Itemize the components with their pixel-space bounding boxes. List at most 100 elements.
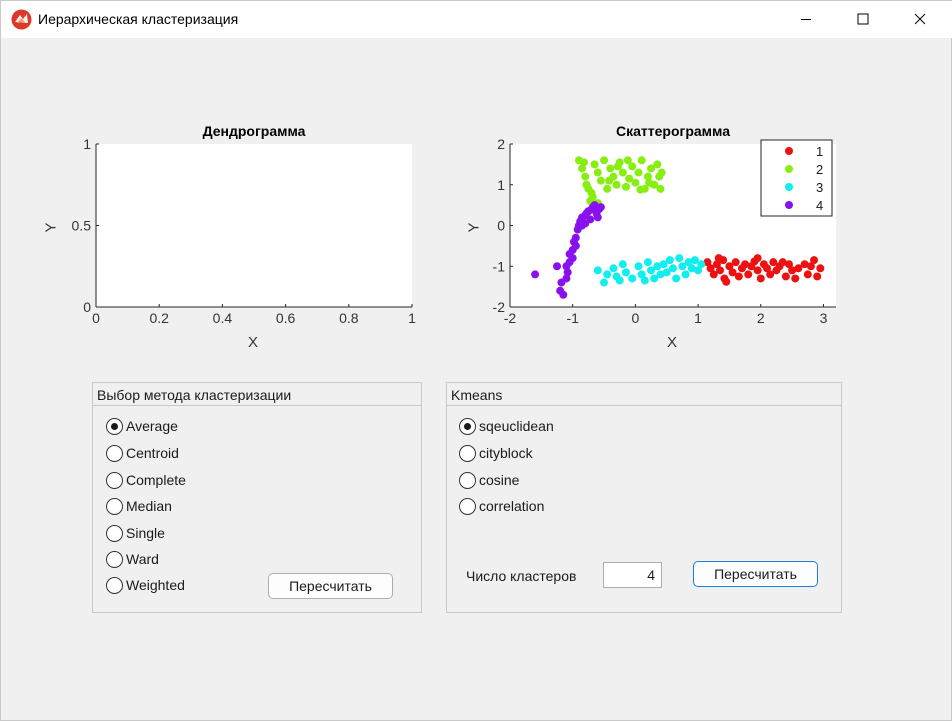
x-tick-label: 1 <box>408 310 416 326</box>
scatter-point-cluster-1 <box>716 266 725 275</box>
method-recalculate-button[interactable]: Пересчитать <box>268 573 393 599</box>
y-tick-label: 0.5 <box>72 218 92 234</box>
kmeans-recalculate-button[interactable]: Пересчитать <box>693 561 818 587</box>
x-tick-label: 0 <box>92 310 100 326</box>
scatter-point-cluster-1 <box>781 272 790 281</box>
scatter-point-cluster-2 <box>600 156 609 165</box>
y-tick-label: 1 <box>497 177 505 193</box>
scatter-point-cluster-1 <box>763 264 772 273</box>
dendrogram-ylabel: Y <box>42 222 60 233</box>
scatter-point-cluster-2 <box>634 168 643 177</box>
radio-cosine[interactable]: cosine <box>459 469 519 491</box>
scatter-point-cluster-4 <box>563 268 572 277</box>
scatter-point-cluster-2 <box>581 172 590 181</box>
minimize-icon <box>801 19 811 20</box>
scatter-point-cluster-1 <box>756 274 765 283</box>
clusters-count-label: Число кластеров <box>466 568 577 584</box>
scatter-xlabel: X <box>667 334 678 351</box>
radio-indicator[interactable] <box>459 444 476 462</box>
scatter-point-cluster-4 <box>571 241 580 250</box>
radio-centroid[interactable]: Centroid <box>106 442 179 464</box>
scatter-point-cluster-1 <box>806 262 815 271</box>
scatter-point-cluster-1 <box>706 264 715 273</box>
x-tick-label: 0.6 <box>276 310 296 326</box>
scatter-point-cluster-3 <box>681 270 690 279</box>
scatter-point-cluster-3 <box>659 260 668 269</box>
scatter-point-cluster-1 <box>731 258 740 267</box>
legend-label: 2 <box>816 162 823 177</box>
radio-indicator[interactable] <box>106 417 123 435</box>
scatter-point-cluster-3 <box>665 256 674 265</box>
radio-indicator[interactable] <box>106 471 123 489</box>
radio-correlation[interactable]: correlation <box>459 495 544 517</box>
radio-indicator[interactable] <box>459 471 476 489</box>
radio-weighted[interactable]: Weighted <box>106 574 185 596</box>
scatter-point-cluster-3 <box>600 278 609 287</box>
scatter-point-cluster-2 <box>590 160 599 169</box>
dendrogram-title: Дендрограмма <box>202 123 306 139</box>
radio-indicator[interactable] <box>459 497 476 515</box>
scatter-point-cluster-2 <box>596 176 605 185</box>
title-bar: Иерархическая кластеризация <box>1 1 952 38</box>
scatter-point-cluster-3 <box>618 260 627 269</box>
scatter-point-cluster-3 <box>653 262 662 271</box>
scatter-point-cluster-2 <box>605 176 614 185</box>
radio-ward[interactable]: Ward <box>106 548 159 570</box>
radio-indicator[interactable] <box>106 524 123 542</box>
kmeans-panel-title: Kmeans <box>447 383 841 406</box>
radio-average[interactable]: Average <box>106 415 178 437</box>
close-icon <box>914 13 926 25</box>
scatter-point-cluster-3 <box>647 266 656 275</box>
clustering-method-panel-title: Выбор метода кластеризации <box>93 383 421 406</box>
scatter-point-cluster-2 <box>579 158 588 167</box>
scatter-point-cluster-3 <box>684 258 693 267</box>
x-tick-label: 0 <box>631 310 639 326</box>
radio-indicator[interactable] <box>106 550 123 568</box>
clusters-count-input[interactable] <box>603 562 662 588</box>
maximize-button[interactable] <box>840 1 886 37</box>
legend-label: 4 <box>816 198 823 213</box>
scatter-point-cluster-3 <box>678 262 687 271</box>
scatter-axes: -2 -1 0 1 2 3 -2 -1 0 1 2 1 2 3 4 <box>493 136 836 326</box>
x-tick-label: -1 <box>566 310 579 326</box>
scatter-point-cluster-3 <box>650 274 659 283</box>
minimize-button[interactable] <box>783 1 829 37</box>
x-tick-label: 0.4 <box>213 310 233 326</box>
scatter-point-cluster-2 <box>628 162 637 171</box>
scatter-point-cluster-1 <box>728 268 737 277</box>
scatter-point-cluster-1 <box>753 254 762 263</box>
radio-indicator[interactable] <box>106 576 123 594</box>
radio-sqeuclidean[interactable]: sqeuclidean <box>459 415 554 437</box>
radio-median[interactable]: Median <box>106 495 172 517</box>
radio-label: sqeuclidean <box>479 418 554 434</box>
y-tick-label: -2 <box>493 299 506 315</box>
radio-label: Weighted <box>126 577 185 593</box>
radio-indicator[interactable] <box>459 417 476 435</box>
radio-cityblock[interactable]: cityblock <box>459 442 533 464</box>
x-tick-label: 1 <box>694 310 702 326</box>
x-tick-label: 2 <box>757 310 765 326</box>
scatter-point-cluster-3 <box>690 256 699 265</box>
scatter-point-cluster-3 <box>662 268 671 277</box>
radio-complete[interactable]: Complete <box>106 469 186 491</box>
y-tick-label: 2 <box>497 136 505 152</box>
dendrogram-xlabel: X <box>248 334 259 351</box>
scatter-point-cluster-4 <box>581 219 590 228</box>
scatter-point-cluster-1 <box>725 262 734 271</box>
scatter-point-cluster-2 <box>653 160 662 169</box>
radio-indicator[interactable] <box>106 444 123 462</box>
radio-label: cosine <box>479 472 520 488</box>
scatter-point-cluster-2 <box>637 156 646 165</box>
scatter-point-cluster-4 <box>553 262 562 271</box>
close-button[interactable] <box>897 1 943 37</box>
scatter-point-cluster-2 <box>588 192 597 201</box>
scatter-point-cluster-1 <box>791 274 800 283</box>
scatter-point-cluster-4 <box>593 213 602 222</box>
radio-indicator[interactable] <box>106 497 123 515</box>
radio-single[interactable]: Single <box>106 522 165 544</box>
scatter-point-cluster-2 <box>606 164 615 173</box>
radio-label: Average <box>126 418 178 434</box>
scatter-point-cluster-3 <box>687 264 696 273</box>
scatter-point-cluster-3 <box>672 274 681 283</box>
